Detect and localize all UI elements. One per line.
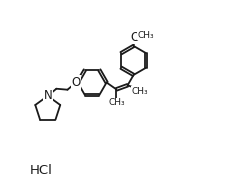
Text: N: N	[43, 89, 52, 102]
Text: HCl: HCl	[30, 164, 53, 177]
Text: CH₃: CH₃	[137, 31, 154, 40]
Text: CH₃: CH₃	[108, 98, 125, 107]
Text: O: O	[71, 76, 81, 89]
Text: O: O	[130, 31, 139, 44]
Text: CH₃: CH₃	[131, 87, 148, 96]
